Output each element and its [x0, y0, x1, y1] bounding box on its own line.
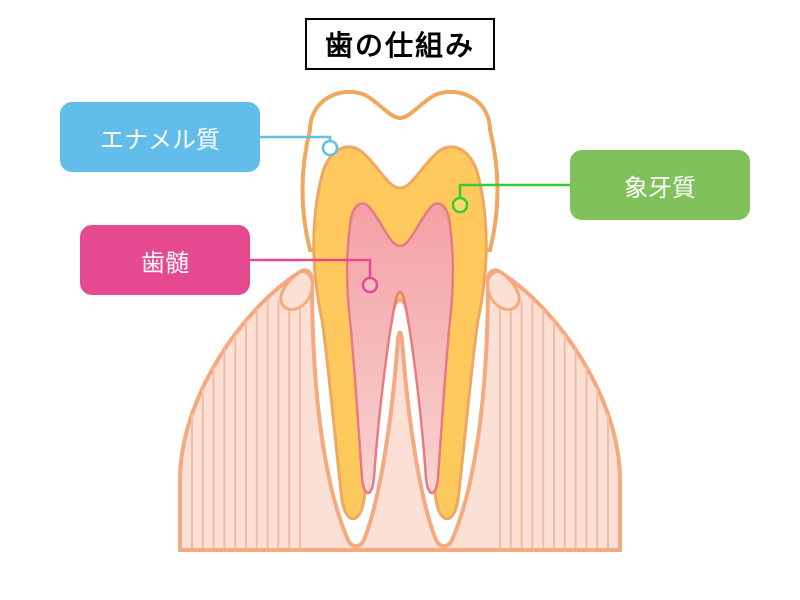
leader-dentin	[460, 185, 570, 205]
dentin-shape	[314, 147, 487, 519]
tooth-illustration	[0, 0, 800, 600]
label-text-enamel: エナメル質	[100, 120, 220, 155]
leader-pulp	[250, 260, 370, 285]
diagram-stage: 歯の仕組み エナメル質象牙質歯髄	[0, 0, 800, 600]
label-text-pulp: 歯髄	[141, 243, 189, 278]
marker-dentin	[453, 198, 467, 212]
gum-shape	[180, 270, 620, 550]
gum-crest-left	[281, 272, 313, 310]
pulp-shape	[347, 203, 453, 493]
label-text-dentin: 象牙質	[624, 168, 696, 203]
marker-enamel	[323, 141, 337, 155]
label-dentin: 象牙質	[570, 150, 750, 220]
enamel-shape	[303, 92, 498, 250]
leader-enamel	[260, 137, 330, 148]
diagram-title: 歯の仕組み	[305, 18, 495, 70]
leader-lines	[250, 137, 570, 292]
gum-stripes	[192, 300, 608, 548]
marker-pulp	[363, 278, 377, 292]
label-enamel: エナメル質	[60, 102, 260, 172]
label-pulp: 歯髄	[80, 225, 250, 295]
gum-crest-right	[488, 272, 520, 310]
